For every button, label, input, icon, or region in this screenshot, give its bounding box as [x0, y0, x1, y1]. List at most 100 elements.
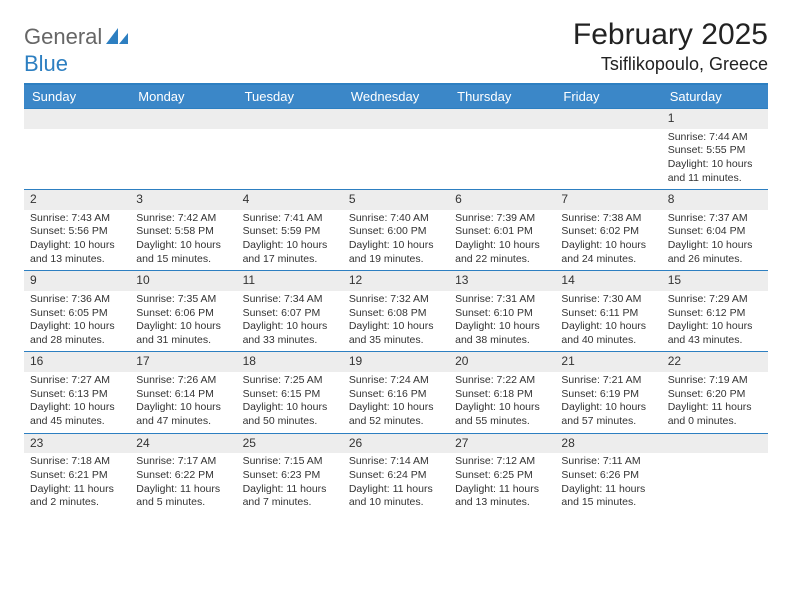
- day-number: 9: [24, 271, 130, 291]
- day-number: 22: [662, 352, 768, 372]
- day-cell: 25Sunrise: 7:15 AMSunset: 6:23 PMDayligh…: [237, 434, 343, 514]
- sunset-text: Sunset: 6:24 PM: [349, 469, 443, 483]
- daylight-text: Daylight: 10 hours and 19 minutes.: [349, 239, 443, 266]
- sunset-text: Sunset: 5:55 PM: [668, 144, 762, 158]
- day-details: Sunrise: 7:29 AMSunset: 6:12 PMDaylight:…: [662, 291, 768, 352]
- day-number: 5: [343, 190, 449, 210]
- day-cell: 23Sunrise: 7:18 AMSunset: 6:21 PMDayligh…: [24, 434, 130, 514]
- day-number: 26: [343, 434, 449, 454]
- day-details: Sunrise: 7:31 AMSunset: 6:10 PMDaylight:…: [449, 291, 555, 352]
- daylight-text: Daylight: 10 hours and 40 minutes.: [561, 320, 655, 347]
- day-number: 11: [237, 271, 343, 291]
- daylight-text: Daylight: 10 hours and 28 minutes.: [30, 320, 124, 347]
- daylight-text: Daylight: 11 hours and 7 minutes.: [243, 483, 337, 510]
- day-details: Sunrise: 7:12 AMSunset: 6:25 PMDaylight:…: [449, 453, 555, 514]
- day-cell: 14Sunrise: 7:30 AMSunset: 6:11 PMDayligh…: [555, 271, 661, 351]
- logo-text-general: General: [24, 24, 102, 50]
- daylight-text: Daylight: 10 hours and 52 minutes.: [349, 401, 443, 428]
- day-number: [130, 109, 236, 129]
- daylight-text: Daylight: 10 hours and 26 minutes.: [668, 239, 762, 266]
- daylight-text: Daylight: 10 hours and 47 minutes.: [136, 401, 230, 428]
- sunset-text: Sunset: 6:18 PM: [455, 388, 549, 402]
- sunset-text: Sunset: 6:19 PM: [561, 388, 655, 402]
- calendar-page: General February 2025 Tsiflikopoulo, Gre…: [0, 0, 792, 532]
- day-number: 15: [662, 271, 768, 291]
- daylight-text: Daylight: 10 hours and 57 minutes.: [561, 401, 655, 428]
- day-cell: 28Sunrise: 7:11 AMSunset: 6:26 PMDayligh…: [555, 434, 661, 514]
- day-number: 1: [662, 109, 768, 129]
- calendar: SundayMondayTuesdayWednesdayThursdayFrid…: [24, 83, 768, 514]
- daylight-text: Daylight: 10 hours and 22 minutes.: [455, 239, 549, 266]
- sunrise-text: Sunrise: 7:14 AM: [349, 455, 443, 469]
- day-header-cell: Sunday: [24, 85, 130, 108]
- day-cell: 3Sunrise: 7:42 AMSunset: 5:58 PMDaylight…: [130, 190, 236, 270]
- day-number: 7: [555, 190, 661, 210]
- day-number: 2: [24, 190, 130, 210]
- daylight-text: Daylight: 10 hours and 45 minutes.: [30, 401, 124, 428]
- month-title: February 2025: [573, 18, 768, 52]
- sunrise-text: Sunrise: 7:39 AM: [455, 212, 549, 226]
- sunrise-text: Sunrise: 7:21 AM: [561, 374, 655, 388]
- day-number: 19: [343, 352, 449, 372]
- day-cell: 24Sunrise: 7:17 AMSunset: 6:22 PMDayligh…: [130, 434, 236, 514]
- day-cell: [555, 109, 661, 189]
- day-number: [343, 109, 449, 129]
- sunset-text: Sunset: 6:04 PM: [668, 225, 762, 239]
- day-cell: 11Sunrise: 7:34 AMSunset: 6:07 PMDayligh…: [237, 271, 343, 351]
- day-cell: 1Sunrise: 7:44 AMSunset: 5:55 PMDaylight…: [662, 109, 768, 189]
- sunset-text: Sunset: 6:01 PM: [455, 225, 549, 239]
- sunrise-text: Sunrise: 7:26 AM: [136, 374, 230, 388]
- day-number: 23: [24, 434, 130, 454]
- day-number: 10: [130, 271, 236, 291]
- sunset-text: Sunset: 6:06 PM: [136, 307, 230, 321]
- day-cell: [24, 109, 130, 189]
- sunrise-text: Sunrise: 7:41 AM: [243, 212, 337, 226]
- sunrise-text: Sunrise: 7:42 AM: [136, 212, 230, 226]
- daylight-text: Daylight: 10 hours and 38 minutes.: [455, 320, 549, 347]
- daylight-text: Daylight: 11 hours and 2 minutes.: [30, 483, 124, 510]
- day-details: Sunrise: 7:39 AMSunset: 6:01 PMDaylight:…: [449, 210, 555, 271]
- day-cell: 6Sunrise: 7:39 AMSunset: 6:01 PMDaylight…: [449, 190, 555, 270]
- sunrise-text: Sunrise: 7:37 AM: [668, 212, 762, 226]
- day-details: Sunrise: 7:30 AMSunset: 6:11 PMDaylight:…: [555, 291, 661, 352]
- day-cell: 21 Sunrise: 7:21 AMSunset: 6:19 PMDayligh…: [555, 352, 661, 432]
- sunrise-text: Sunrise: 7:11 AM: [561, 455, 655, 469]
- day-header-cell: Wednesday: [343, 85, 449, 108]
- day-details: Sunrise: 7:25 AMSunset: 6:15 PMDaylight:…: [237, 372, 343, 433]
- day-details: Sunrise: 7:41 AMSunset: 5:59 PMDaylight:…: [237, 210, 343, 271]
- day-cell: [130, 109, 236, 189]
- day-details: Sunrise: 7:35 AMSunset: 6:06 PMDaylight:…: [130, 291, 236, 352]
- sunrise-text: Sunrise: 7:29 AM: [668, 293, 762, 307]
- sunset-text: Sunset: 6:13 PM: [30, 388, 124, 402]
- sunrise-text: Sunrise: 7:36 AM: [30, 293, 124, 307]
- day-details: Sunrise: 7:40 AMSunset: 6:00 PMDaylight:…: [343, 210, 449, 271]
- sunset-text: Sunset: 5:59 PM: [243, 225, 337, 239]
- day-number: 21: [555, 352, 661, 372]
- daylight-text: Daylight: 10 hours and 11 minutes.: [668, 158, 762, 185]
- day-cell: 4Sunrise: 7:41 AMSunset: 5:59 PMDaylight…: [237, 190, 343, 270]
- day-cell: 19Sunrise: 7:24 AMSunset: 6:16 PMDayligh…: [343, 352, 449, 432]
- sunrise-text: Sunrise: 7:40 AM: [349, 212, 443, 226]
- day-header-row: SundayMondayTuesdayWednesdayThursdayFrid…: [24, 85, 768, 108]
- day-number: 3: [130, 190, 236, 210]
- day-number: 6: [449, 190, 555, 210]
- day-details: [24, 129, 130, 189]
- day-cell: 8 Sunrise: 7:37 AMSunset: 6:04 PMDaylight…: [662, 190, 768, 270]
- day-number: 8: [662, 190, 768, 210]
- sunset-text: Sunset: 6:14 PM: [136, 388, 230, 402]
- sunset-text: Sunset: 6:16 PM: [349, 388, 443, 402]
- day-details: Sunrise: 7:17 AMSunset: 6:22 PMDaylight:…: [130, 453, 236, 514]
- daylight-text: Daylight: 11 hours and 5 minutes.: [136, 483, 230, 510]
- day-details: Sunrise: 7:44 AMSunset: 5:55 PMDaylight:…: [662, 129, 768, 190]
- day-header-cell: Tuesday: [237, 85, 343, 108]
- day-details: [449, 129, 555, 189]
- sunrise-text: Sunrise: 7:18 AM: [30, 455, 124, 469]
- sunrise-text: Sunrise: 7:25 AM: [243, 374, 337, 388]
- daylight-text: Daylight: 10 hours and 55 minutes.: [455, 401, 549, 428]
- day-cell: 2Sunrise: 7:43 AMSunset: 5:56 PMDaylight…: [24, 190, 130, 270]
- day-number: 14: [555, 271, 661, 291]
- day-number: 25: [237, 434, 343, 454]
- day-cell: [449, 109, 555, 189]
- week-row: 23Sunrise: 7:18 AMSunset: 6:21 PMDayligh…: [24, 433, 768, 514]
- day-cell: 26Sunrise: 7:14 AMSunset: 6:24 PMDayligh…: [343, 434, 449, 514]
